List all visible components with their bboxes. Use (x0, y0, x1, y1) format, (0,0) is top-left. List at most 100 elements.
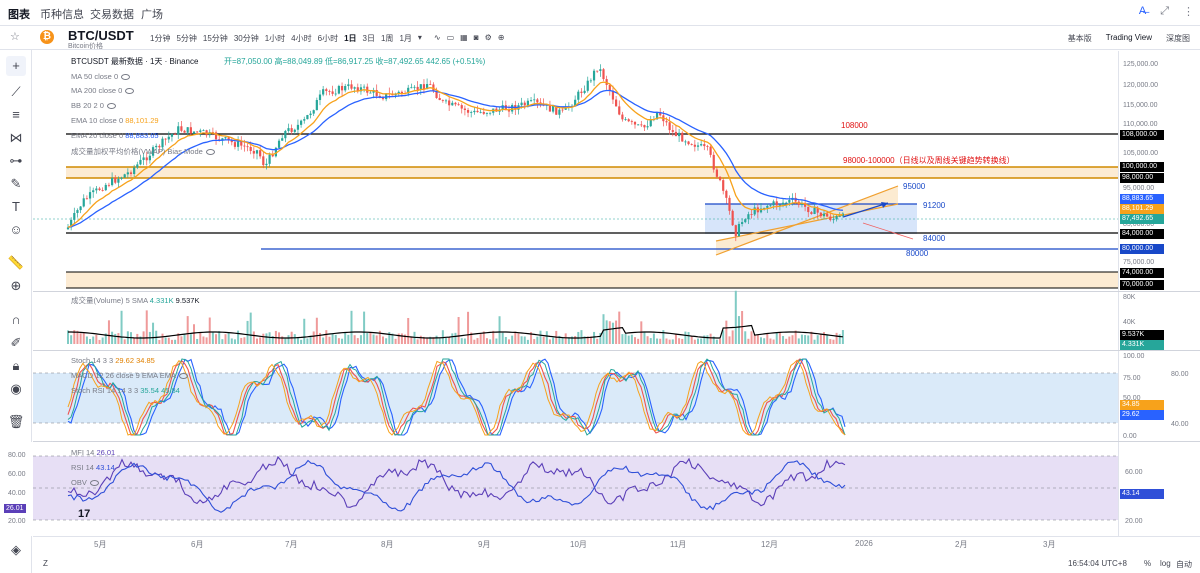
candle-body (73, 212, 76, 220)
interval-1mo[interactable]: 1月 (399, 34, 412, 43)
legend-stoch[interactable]: Stoch 14 3 3 29.62 34.85 (71, 356, 155, 365)
eye-icon[interactable] (106, 103, 116, 110)
rsi-chart[interactable] (33, 442, 1118, 536)
legend-obv[interactable]: OBV (71, 478, 99, 487)
prediction-icon[interactable]: ⊶ (9, 153, 23, 168)
text-icon[interactable]: T (12, 199, 20, 214)
legend-ma200[interactable]: MA 200 close 0 (71, 86, 135, 95)
settings-icon[interactable]: ⚙ (484, 33, 492, 42)
eye-icon[interactable] (121, 74, 131, 81)
volume-bar (706, 335, 709, 344)
interval-6h[interactable]: 6小时 (317, 34, 339, 43)
interval-1m[interactable]: 1分钟 (150, 34, 171, 43)
interval-4h[interactable]: 4小时 (291, 34, 312, 43)
more-icon[interactable]: ⋮ (1183, 6, 1194, 18)
symbol-name[interactable]: BTC/USDT (68, 28, 134, 43)
layers-icon[interactable]: ◈ (11, 542, 21, 557)
crosshair-icon[interactable]: + (6, 56, 26, 76)
eye-icon[interactable] (89, 480, 99, 487)
legend-rsi[interactable]: RSI 14 43.14 (71, 463, 115, 472)
template-icon[interactable]: ▦ (460, 33, 468, 42)
eye-icon[interactable] (179, 373, 189, 380)
pane-separator[interactable] (33, 350, 1200, 351)
stoch-pane[interactable]: Stoch 14 3 3 29.62 34.85 MACD 12 26 clos… (33, 351, 1118, 441)
price-pane[interactable]: BTCUSDT 最新数据 · 1天 · Binance 开=87,050.00 … (33, 51, 1118, 291)
indicator-icon[interactable]: ∿ (433, 33, 441, 42)
legend-bb[interactable]: BB 20 2 0 (71, 101, 116, 110)
interval-5m[interactable]: 5分钟 (176, 34, 197, 43)
time-axis[interactable]: 5月 6月 7月 8月 9月 10月 11月 12月 2026 2月 3月 (33, 536, 1200, 550)
interval-1w[interactable]: 1周 (380, 34, 394, 43)
candle-body (177, 126, 180, 135)
star-icon[interactable]: ☆ (10, 31, 20, 43)
price-tick: 95,000.00 (1123, 185, 1155, 192)
clock[interactable]: 16:54:04 UTC+8 (1068, 559, 1127, 568)
legend-ema10[interactable]: EMA 10 close 0 88,101.29 (71, 116, 159, 125)
eye-icon[interactable]: ◉ (10, 381, 22, 396)
legend-ema20[interactable]: EMA 20 close 0 88,883.65 (71, 131, 159, 140)
log-toggle[interactable]: log (1160, 559, 1171, 568)
volume-legend[interactable]: 成交量(Volume) 5 SMA 4.331K 9.537K (71, 296, 200, 305)
legend-vwap[interactable]: 成交量加权平均价格(VWAP) Bias Mode (71, 146, 215, 157)
legend-ma50[interactable]: MA 50 close 0 (71, 72, 131, 81)
candle-body (822, 213, 826, 217)
volume-axis[interactable]: 80K 40K 9.537K 4.331K (1118, 292, 1200, 350)
magnet-icon[interactable]: ∩ (11, 312, 21, 327)
stoch-axis[interactable]: 100.00 75.00 50.00 25.00 0.00 34.85 29.6… (1118, 351, 1200, 441)
camera-icon[interactable]: ◙ (473, 33, 479, 42)
rsi-pane[interactable]: MFI 14 26.01 RSI 14 43.14 OBV 17 (33, 442, 1118, 536)
legend-stoch-rsi[interactable]: Stoch RSI 14 14 3 3 35.54 45.84 (71, 386, 180, 395)
brush-icon[interactable]: ✎ (10, 176, 22, 191)
layout-icon[interactable]: ▭ (446, 33, 455, 42)
add-icon[interactable]: ⊕ (497, 33, 505, 42)
interval-30m[interactable]: 30分钟 (233, 34, 259, 43)
price-chart[interactable] (33, 51, 1118, 291)
tab-square[interactable]: 广场 (141, 9, 163, 21)
auto-toggle[interactable]: 自动 (1176, 560, 1192, 569)
timezone-zoom-icon[interactable]: Z (43, 559, 48, 568)
trash-icon[interactable]: 🗑︎ (7, 414, 25, 429)
emoji-icon[interactable]: ☺ (9, 222, 23, 237)
expand-icon[interactable]: ⤢ (1160, 5, 1169, 17)
view-depth[interactable]: 深度图 (1166, 34, 1190, 43)
zoom-in-icon[interactable]: ⊕ (10, 278, 22, 293)
translate-icon[interactable]: A̶ (1138, 5, 1147, 17)
pane-separator[interactable] (33, 291, 1200, 292)
candle-body (596, 70, 599, 72)
lock-icon[interactable]: 🔒︎ (12, 358, 20, 373)
lock-drawing-icon[interactable]: ✐ (10, 335, 22, 350)
ruler-icon[interactable]: 📏 (7, 255, 25, 270)
legend-mfi[interactable]: MFI 14 26.01 (71, 448, 116, 457)
pane-separator[interactable] (33, 441, 1200, 442)
fib-icon[interactable]: ≡ (12, 107, 20, 122)
rsi-axis[interactable]: 60.00 40.00 20.00 43.14 (1118, 442, 1200, 536)
interval-1d[interactable]: 1日 (344, 34, 357, 43)
volume-bar (769, 338, 772, 344)
volume-pane[interactable]: 成交量(Volume) 5 SMA 4.331K 9.537K (33, 290, 1118, 350)
volume-chart[interactable] (33, 290, 1118, 350)
volume-bar (193, 324, 195, 344)
interval-1h[interactable]: 1小时 (264, 34, 286, 43)
eye-icon[interactable] (125, 88, 135, 95)
tab-trading-data[interactable]: 交易数据 (90, 9, 134, 21)
candle-body (161, 138, 164, 148)
tab-coin-info[interactable]: 币种信息 (40, 9, 84, 21)
price-tick: 85,000.00 (1123, 221, 1155, 228)
view-tradingview[interactable]: Trading View (1105, 33, 1152, 42)
tag-ema10: 88,101.29 (1120, 204, 1164, 214)
view-basic[interactable]: 基本版 (1067, 34, 1092, 43)
chevron-down-icon[interactable]: ▾ (417, 33, 422, 42)
interval-15m[interactable]: 15分钟 (202, 34, 228, 43)
percent-toggle[interactable]: % (1144, 559, 1152, 568)
candle-body (70, 219, 73, 228)
price-axis[interactable]: 125,000.00 120,000.00 115,000.00 110,000… (1118, 51, 1200, 291)
trendline-icon[interactable]: ⟋ (11, 84, 21, 99)
candle-body (448, 100, 451, 106)
stoch-chart[interactable] (33, 351, 1118, 441)
pattern-icon[interactable]: ⋈ (9, 130, 23, 145)
tab-chart[interactable]: 图表 (8, 6, 30, 29)
interval-3d[interactable]: 3日 (362, 34, 375, 43)
price-tick: 110,000.00 (1123, 121, 1158, 128)
eye-icon[interactable] (205, 149, 215, 156)
legend-macd[interactable]: MACD 12 26 close 9 EMA EMA (71, 371, 189, 380)
